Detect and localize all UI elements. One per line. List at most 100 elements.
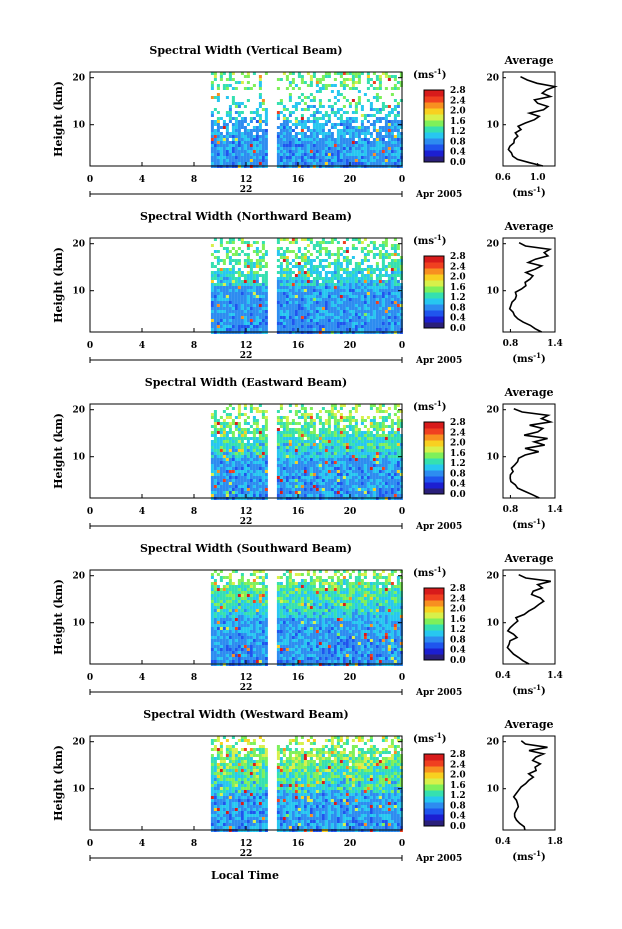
heat-cell <box>213 570 217 573</box>
heat-cell <box>321 247 325 250</box>
heat-cell <box>381 150 385 153</box>
heat-cell <box>393 75 397 78</box>
heat-cell <box>300 114 304 117</box>
heat-cell <box>393 78 397 81</box>
heat-cell <box>387 464 391 467</box>
heat-cell <box>378 126 382 129</box>
heat-cell <box>342 446 346 449</box>
heat-cell <box>282 138 286 141</box>
heat-cell <box>339 313 343 316</box>
heat-cell <box>255 482 259 485</box>
heat-cell <box>222 135 226 138</box>
heat-cell <box>300 446 304 449</box>
heat-cell <box>261 425 265 428</box>
heat-cell <box>384 159 388 162</box>
heat-cell <box>339 413 343 416</box>
heat-cell <box>288 135 292 138</box>
heat-cell <box>225 491 229 494</box>
heat-cell <box>210 96 214 99</box>
heat-cell <box>246 123 250 126</box>
heat-cell <box>228 455 232 458</box>
heat-cell <box>324 437 328 440</box>
heat-cell <box>375 491 379 494</box>
heat-cell <box>396 81 400 84</box>
heat-cell <box>282 434 286 437</box>
heat-cell <box>210 485 214 488</box>
heat-cell <box>372 241 376 244</box>
heat-cell <box>366 301 370 304</box>
heat-cell <box>324 449 328 452</box>
heat-cell <box>333 138 337 141</box>
heat-cell <box>336 111 340 114</box>
heat-cell <box>237 464 241 467</box>
heat-cell <box>225 319 229 322</box>
colorbar-swatch <box>424 316 444 323</box>
heat-cell <box>312 443 316 446</box>
heat-cell <box>321 156 325 159</box>
heat-cell <box>321 301 325 304</box>
heat-cell <box>246 162 250 165</box>
heat-cell <box>297 156 301 159</box>
heat-cell <box>276 428 280 431</box>
heat-cell <box>312 105 316 108</box>
heat-cell <box>384 87 388 90</box>
heat-cell <box>297 473 301 476</box>
heat-cell <box>219 461 223 464</box>
heat-cell <box>264 416 268 419</box>
heat-cell <box>387 280 391 283</box>
heat-cell <box>315 241 319 244</box>
heat-cell <box>396 582 400 585</box>
heat-cell <box>276 479 280 482</box>
heat-cell <box>303 455 307 458</box>
heat-cell <box>396 443 400 446</box>
heat-cell <box>342 129 346 132</box>
heat-cell <box>318 455 322 458</box>
heat-cell <box>345 485 349 488</box>
heat-cell <box>303 265 307 268</box>
heat-cell <box>279 99 283 102</box>
heat-cell <box>303 446 307 449</box>
heat-cell <box>330 446 334 449</box>
heat-cell <box>318 588 322 591</box>
heat-cell <box>342 310 346 313</box>
heat-cell <box>237 434 241 437</box>
heat-cell <box>219 455 223 458</box>
heat-cell <box>327 467 331 470</box>
heat-cell <box>288 162 292 165</box>
heat-cell <box>246 277 250 280</box>
heat-cell <box>342 494 346 497</box>
heat-cell <box>300 253 304 256</box>
heat-cell <box>369 419 373 422</box>
heat-cell <box>330 253 334 256</box>
heat-cell <box>375 265 379 268</box>
heat-cell <box>324 304 328 307</box>
heat-cell <box>348 455 352 458</box>
heat-cell <box>369 147 373 150</box>
heat-cell <box>363 150 367 153</box>
heat-cell <box>225 271 229 274</box>
heat-cell <box>276 467 280 470</box>
heat-cell <box>327 473 331 476</box>
heat-cell <box>309 452 313 455</box>
heat-cell <box>291 72 295 75</box>
heat-cell <box>258 150 262 153</box>
heat-cell <box>354 328 358 331</box>
heat-cell <box>255 464 259 467</box>
heat-cell <box>354 461 358 464</box>
heat-cell <box>243 464 247 467</box>
heat-cell <box>390 319 394 322</box>
heat-cell <box>261 434 265 437</box>
heat-cell <box>318 102 322 105</box>
heat-cell <box>381 464 385 467</box>
profile-frame <box>502 71 556 167</box>
heat-cell <box>246 280 250 283</box>
heat-cell <box>315 298 319 301</box>
heat-cell <box>324 159 328 162</box>
heat-cell <box>303 162 307 165</box>
heat-cell <box>291 316 295 319</box>
heat-cell <box>381 582 385 585</box>
heat-cell <box>372 313 376 316</box>
heat-cell <box>339 440 343 443</box>
heat-cell <box>396 298 400 301</box>
heat-cell <box>246 470 250 473</box>
